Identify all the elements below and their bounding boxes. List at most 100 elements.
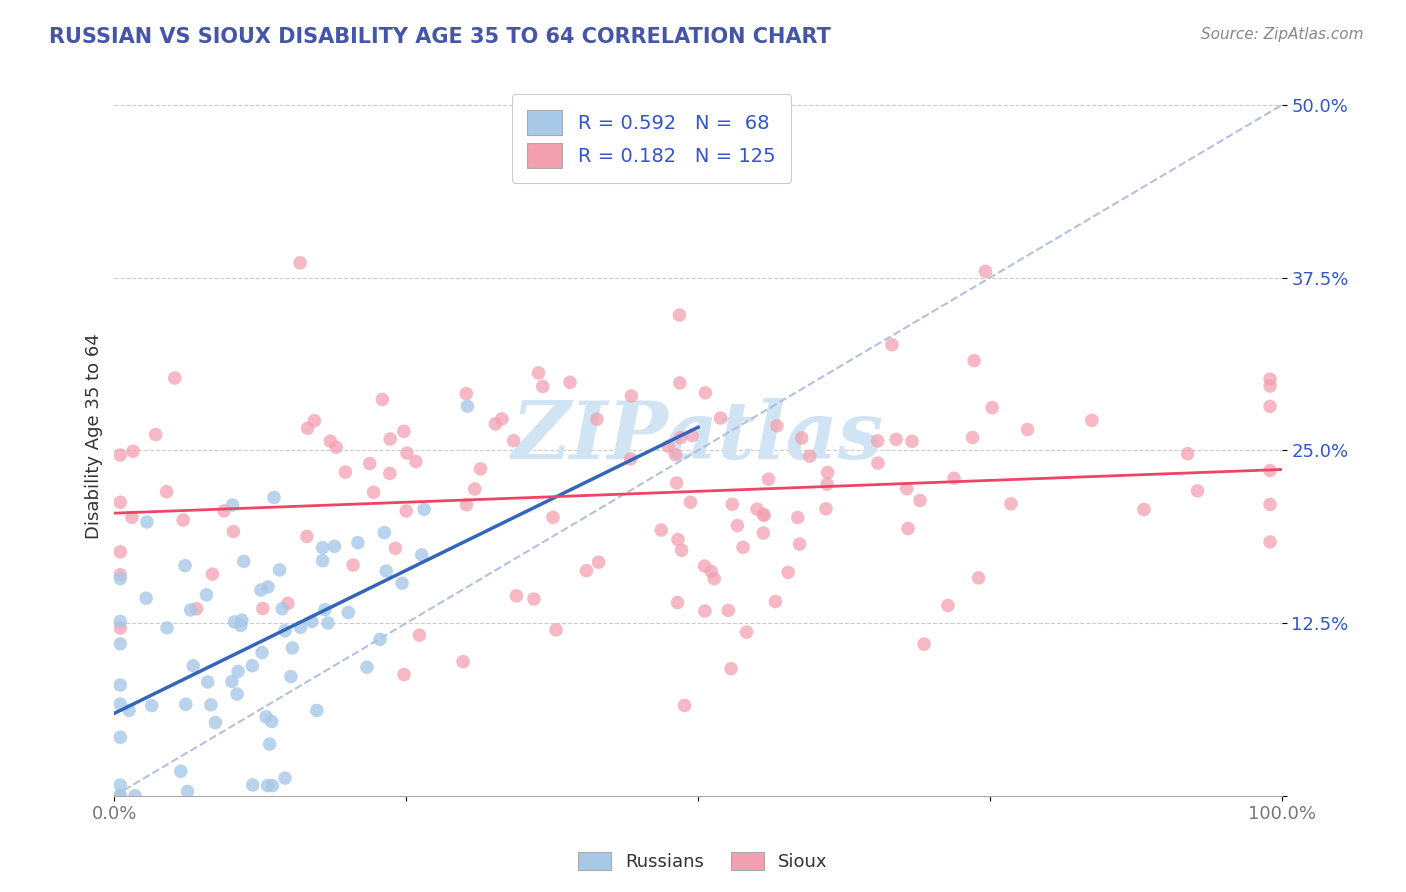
Point	[145, 427, 167, 442]
Point	[527, 366, 550, 380]
Point	[1081, 413, 1104, 427]
Point	[470, 462, 492, 476]
Point	[671, 543, 693, 558]
Point	[262, 779, 284, 793]
Point	[110, 572, 132, 586]
Point	[325, 440, 347, 454]
Text: ZIPatlas: ZIPatlas	[512, 398, 884, 475]
Point	[260, 714, 283, 729]
Point	[815, 477, 838, 491]
Point	[456, 399, 478, 413]
Point	[232, 554, 254, 568]
Point	[110, 621, 132, 635]
Point	[962, 431, 984, 445]
Point	[337, 606, 360, 620]
Point	[943, 471, 966, 485]
Point	[619, 452, 641, 467]
Point	[897, 521, 920, 535]
Point	[664, 448, 686, 462]
Point	[163, 371, 186, 385]
Point	[304, 414, 326, 428]
Point	[342, 558, 364, 573]
Point	[269, 563, 291, 577]
Point	[967, 571, 990, 585]
Point	[575, 564, 598, 578]
Point	[558, 376, 581, 390]
Point	[981, 401, 1004, 415]
Point	[620, 389, 643, 403]
Point	[110, 778, 132, 792]
Point	[745, 502, 768, 516]
Point	[681, 428, 703, 442]
Point	[866, 456, 889, 470]
Text: RUSSIAN VS SIOUX DISABILITY AGE 35 TO 64 CORRELATION CHART: RUSSIAN VS SIOUX DISABILITY AGE 35 TO 64…	[49, 27, 831, 46]
Point	[172, 513, 194, 527]
Point	[181, 658, 204, 673]
Point	[1000, 497, 1022, 511]
Point	[226, 665, 249, 679]
Point	[323, 539, 346, 553]
Point	[786, 510, 808, 524]
Point	[717, 603, 740, 617]
Point	[384, 541, 406, 556]
Point	[250, 646, 273, 660]
Point	[110, 615, 132, 629]
Point	[197, 675, 219, 690]
Point	[544, 623, 567, 637]
Point	[110, 637, 132, 651]
Point	[1258, 464, 1281, 478]
Point	[277, 596, 299, 610]
Point	[395, 504, 418, 518]
Point	[271, 601, 294, 615]
Point	[180, 603, 202, 617]
Point	[586, 412, 609, 426]
Point	[817, 466, 839, 480]
Point	[280, 669, 302, 683]
Point	[288, 256, 311, 270]
Point	[371, 392, 394, 407]
Point	[121, 510, 143, 524]
Point	[1017, 423, 1039, 437]
Point	[884, 433, 907, 447]
Point	[259, 737, 281, 751]
Point	[110, 788, 132, 802]
Point	[1258, 535, 1281, 549]
Point	[221, 498, 243, 512]
Point	[693, 604, 716, 618]
Point	[456, 386, 478, 401]
Point	[963, 353, 986, 368]
Point	[174, 558, 197, 573]
Point	[789, 537, 811, 551]
Point	[212, 504, 235, 518]
Point	[502, 434, 524, 448]
Point	[375, 564, 398, 578]
Point	[347, 535, 370, 549]
Legend: Russians, Sioux: Russians, Sioux	[571, 845, 835, 879]
Point	[305, 703, 328, 717]
Point	[974, 264, 997, 278]
Point	[666, 596, 689, 610]
Point	[866, 434, 889, 448]
Point	[673, 698, 696, 713]
Point	[110, 448, 132, 462]
Point	[110, 495, 132, 509]
Point	[186, 601, 208, 615]
Point	[378, 432, 401, 446]
Point	[378, 467, 401, 481]
Point	[174, 698, 197, 712]
Point	[1177, 447, 1199, 461]
Point	[110, 678, 132, 692]
Point	[170, 764, 193, 779]
Point	[901, 434, 924, 449]
Point	[135, 515, 157, 529]
Point	[392, 425, 415, 439]
Point	[541, 510, 564, 524]
Point	[290, 620, 312, 634]
Point	[110, 545, 132, 559]
Point	[669, 376, 692, 390]
Point	[505, 589, 527, 603]
Legend: R = 0.592   N =  68, R = 0.182   N = 125: R = 0.592 N = 68, R = 0.182 N = 125	[512, 95, 792, 183]
Point	[1187, 483, 1209, 498]
Point	[274, 624, 297, 638]
Point	[1258, 372, 1281, 386]
